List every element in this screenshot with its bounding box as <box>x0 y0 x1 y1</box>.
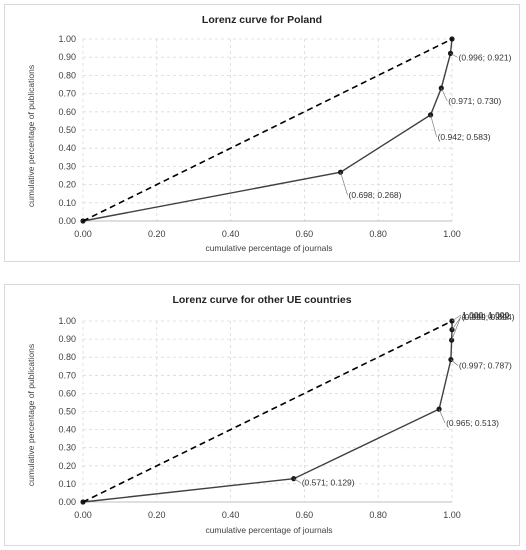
annotation-leader <box>450 53 458 58</box>
data-label: (0.971; 0.730) <box>448 96 501 106</box>
data-point <box>291 476 297 482</box>
y-tick-label: 0.60 <box>58 388 76 398</box>
y-tick-label: 0.20 <box>58 180 76 190</box>
y-tick-label: 0.00 <box>58 497 76 507</box>
annotation-leader <box>440 87 448 102</box>
data-label: (0.999; 0.894) <box>462 312 515 322</box>
x-tick-label: 0.20 <box>148 510 166 520</box>
chart-canvas-poland: Lorenz curve for Poland cumulative perce… <box>26 14 512 253</box>
y-axis-label: cumulative percentage of publications <box>26 65 36 207</box>
data-label: 1.000; 0.952 <box>462 312 510 322</box>
y-tick-label: 0.50 <box>58 407 76 417</box>
data-point <box>449 337 455 343</box>
y-axis-label: cumulative percentage of publications <box>26 344 36 486</box>
y-tick-label: 0.30 <box>58 161 76 171</box>
y-tick-label: 0.80 <box>58 70 76 80</box>
equality-line <box>82 320 453 503</box>
y-tick-label: 0.90 <box>58 52 76 62</box>
x-axis-label: cumulative percentage of journals <box>205 525 332 535</box>
x-tick-label: 0.80 <box>369 510 387 520</box>
y-tick-label: 0.10 <box>58 198 76 208</box>
x-axis-label: cumulative percentage of journals <box>205 243 332 253</box>
lorenz-chart-poland: Lorenz curve for Poland cumulative perce… <box>4 4 520 262</box>
data-label: (0.965; 0.513) <box>446 418 499 428</box>
annotation-leader <box>340 172 348 196</box>
chart-canvas-other-ue: Lorenz curve for other UE countries cumu… <box>26 294 515 535</box>
lorenz-chart-other-ue: Lorenz curve for other UE countries cumu… <box>4 284 520 546</box>
annotation-leader <box>430 114 437 137</box>
annotation-leader <box>451 317 461 341</box>
plot-area: 0.00 0.10 0.20 0.30 0.40 0.50 0.60 0.70 0.80 0.90… <box>58 34 511 239</box>
data-label: (0.942; 0.583) <box>438 132 491 142</box>
y-tick-label: 0.90 <box>58 334 76 344</box>
x-tick-label: 0.00 <box>74 510 92 520</box>
annotation-leader <box>451 314 462 322</box>
y-tick-label: 0.70 <box>58 89 76 99</box>
plot-area: 0.00 0.10 0.20 0.30 0.40 0.50 0.60 0.70 0.80 0.90… <box>58 310 514 520</box>
x-tick-label: 0.60 <box>296 229 314 239</box>
y-tick-label: 1.00 <box>58 316 76 326</box>
y-tick-label: 0.60 <box>58 107 76 117</box>
data-label: (0.571; 0.129) <box>302 478 355 488</box>
chart-title: Lorenz curve for other UE countries <box>172 294 351 306</box>
y-tick-label: 0.20 <box>58 461 76 471</box>
y-tick-label: 0.30 <box>58 443 76 453</box>
annotation-leader <box>451 316 462 330</box>
x-tick-label: 1.00 <box>443 229 461 239</box>
x-tick-label: 0.00 <box>74 229 92 239</box>
y-tick-label: 0.00 <box>58 216 76 226</box>
data-label: 1.000; 1.000 <box>462 310 510 320</box>
x-tick-label: 0.60 <box>296 510 314 520</box>
annotation-leader <box>450 359 459 366</box>
y-tick-label: 0.10 <box>58 479 76 489</box>
x-tick-label: 0.40 <box>222 510 240 520</box>
y-tick-label: 0.40 <box>58 143 76 153</box>
x-tick-label: 0.20 <box>148 229 166 239</box>
y-tick-label: 0.70 <box>58 370 76 380</box>
y-tick-label: 0.50 <box>58 125 76 135</box>
data-label: (0.698; 0.268) <box>349 190 402 200</box>
x-tick-label: 1.00 <box>443 510 461 520</box>
data-label: (0.997; 0.787) <box>459 361 512 371</box>
y-tick-label: 0.80 <box>58 352 76 362</box>
annotation-leader <box>438 409 446 424</box>
data-label: (0.996; 0.921) <box>459 52 512 62</box>
x-tick-label: 0.80 <box>369 229 387 239</box>
y-tick-label: 0.40 <box>58 425 76 435</box>
x-tick-label: 0.40 <box>222 229 240 239</box>
equality-line <box>82 38 453 222</box>
chart-title: Lorenz curve for Poland <box>202 14 322 26</box>
annotation-leader <box>293 478 301 483</box>
y-tick-label: 1.00 <box>58 34 76 44</box>
